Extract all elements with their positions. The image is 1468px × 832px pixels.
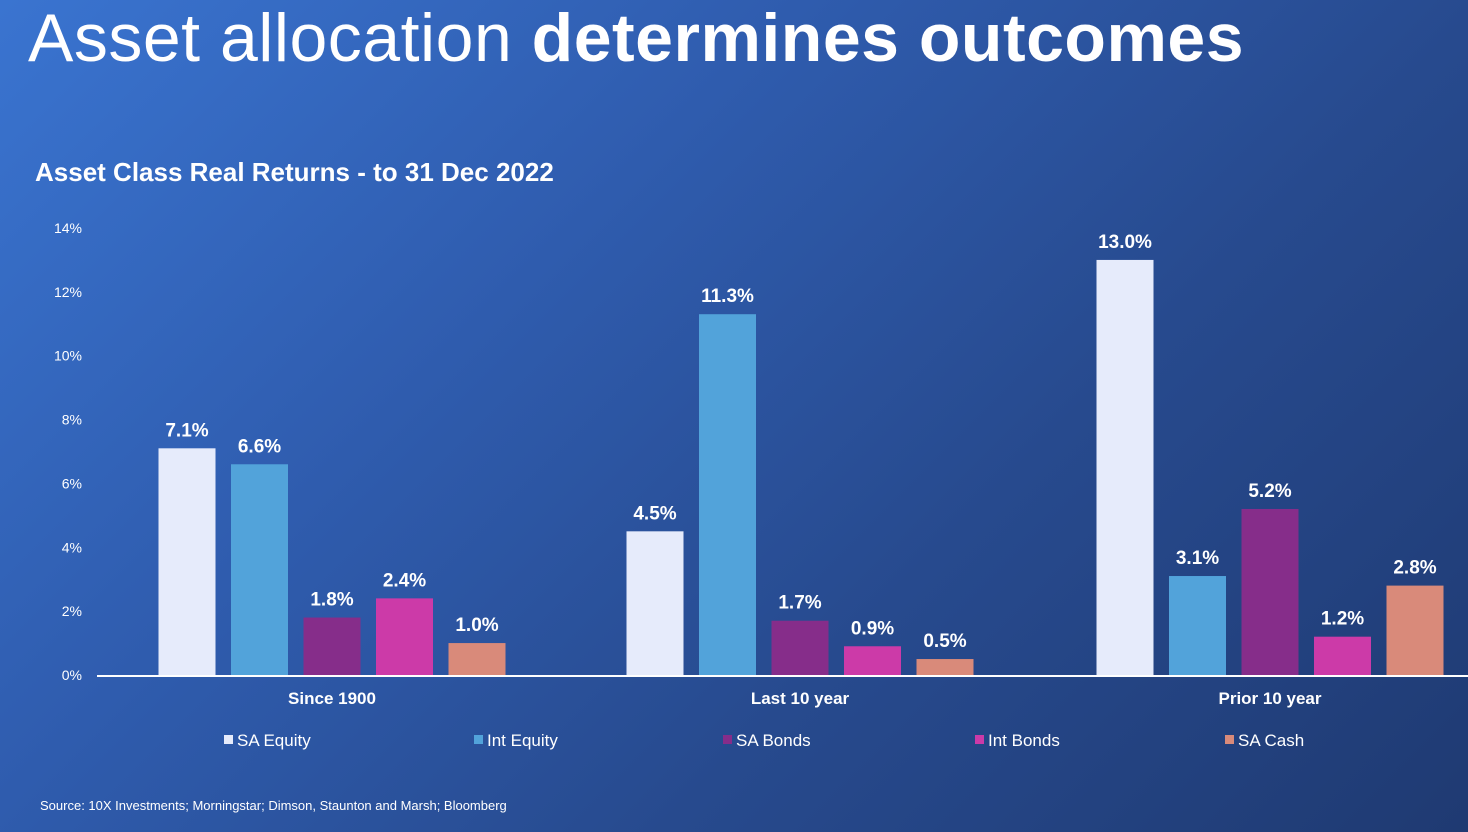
data-label: 7.1% bbox=[165, 420, 208, 441]
category-label: Prior 10 year bbox=[1218, 689, 1321, 708]
y-tick-label: 4% bbox=[62, 539, 82, 555]
title-bold: determines outcomes bbox=[531, 0, 1245, 76]
legend-label: SA Cash bbox=[1238, 731, 1304, 750]
bar-int-equity bbox=[231, 464, 288, 675]
data-label: 1.8% bbox=[310, 590, 353, 611]
bar-sa-cash bbox=[448, 643, 506, 675]
bar-int-bonds bbox=[376, 598, 433, 675]
bar-sa-cash bbox=[916, 659, 974, 675]
bar-int-bonds bbox=[1314, 636, 1371, 675]
category-label: Since 1900 bbox=[288, 689, 376, 708]
legend-swatch bbox=[1225, 735, 1234, 744]
title-light: Asset allocation bbox=[28, 0, 513, 76]
y-tick-label: 14% bbox=[54, 220, 82, 236]
legend-swatch bbox=[224, 735, 233, 744]
legend-swatch bbox=[723, 735, 732, 744]
page-title: Asset allocation determines outcomes bbox=[28, 0, 1244, 78]
category-label: Last 10 year bbox=[751, 689, 850, 708]
data-label: 2.8% bbox=[1393, 558, 1436, 579]
data-label: 5.2% bbox=[1248, 481, 1291, 502]
data-label: 0.5% bbox=[923, 631, 966, 652]
legend-label: Int Equity bbox=[487, 731, 558, 750]
source-note: Source: 10X Investments; Morningstar; Di… bbox=[40, 798, 507, 813]
y-tick-label: 12% bbox=[54, 284, 82, 300]
y-tick-label: 10% bbox=[54, 348, 82, 364]
bar-sa-equity bbox=[626, 531, 684, 675]
data-label: 1.2% bbox=[1321, 609, 1364, 630]
chart-title: Asset Class Real Returns - to 31 Dec 202… bbox=[35, 157, 554, 187]
bar-sa-equity bbox=[1096, 259, 1154, 675]
data-label: 6.6% bbox=[238, 436, 281, 457]
data-label: 0.9% bbox=[851, 618, 894, 639]
legend-label: Int Bonds bbox=[988, 731, 1060, 750]
bar-int-equity bbox=[1169, 576, 1226, 675]
legend-swatch bbox=[474, 735, 483, 744]
data-label: 4.5% bbox=[633, 503, 676, 524]
y-tick-label: 0% bbox=[62, 667, 82, 683]
bar-sa-bonds bbox=[303, 617, 361, 675]
bar-int-equity bbox=[699, 314, 756, 675]
data-label: 11.3% bbox=[701, 286, 754, 307]
y-tick-label: 2% bbox=[62, 603, 82, 619]
bar-sa-equity bbox=[158, 448, 216, 675]
data-label: 3.1% bbox=[1176, 548, 1219, 569]
legend-label: SA Bonds bbox=[736, 731, 811, 750]
legend-label: SA Equity bbox=[237, 731, 311, 750]
bar-sa-bonds bbox=[1241, 508, 1299, 675]
y-tick-label: 6% bbox=[62, 475, 82, 491]
bar-int-bonds bbox=[844, 646, 901, 675]
legend-swatch bbox=[975, 735, 984, 744]
y-tick-label: 8% bbox=[62, 412, 82, 428]
data-label: 13.0% bbox=[1098, 232, 1152, 253]
data-label: 1.0% bbox=[455, 615, 498, 636]
data-label: 1.7% bbox=[778, 593, 821, 614]
data-label: 2.4% bbox=[383, 570, 426, 591]
bar-sa-bonds bbox=[771, 620, 829, 675]
bar-sa-cash bbox=[1386, 585, 1444, 675]
